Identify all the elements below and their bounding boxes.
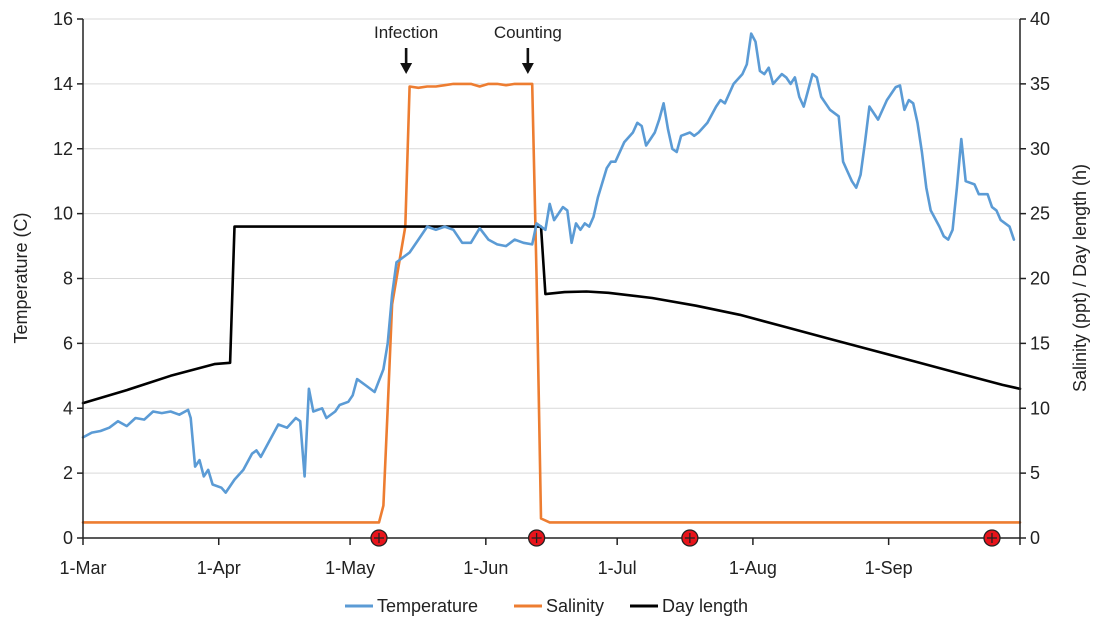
red-marker-1 — [370, 529, 388, 547]
y-left-tick-label-6: 6 — [63, 333, 73, 353]
legend-label-day-length: Day length — [662, 596, 748, 616]
y-right-tick-label-30: 30 — [1030, 139, 1050, 159]
x-tick-label-1-Jul: 1-Jul — [598, 558, 637, 578]
y-left-tick-label-10: 10 — [53, 204, 73, 224]
y-axis-title-left: Temperature (C) — [11, 212, 31, 343]
y-right-tick-label-35: 35 — [1030, 74, 1050, 94]
legend-label-temperature: Temperature — [377, 596, 478, 616]
red-marker-4 — [983, 529, 1001, 547]
y-left-tick-label-2: 2 — [63, 463, 73, 483]
y-right-tick-label-0: 0 — [1030, 528, 1040, 548]
ticks-layer: 0 2 4 6 8 10 12 14 16 0 5 10 15 20 25 30 35 40 1-Mar 1-Apr 1… — [53, 9, 1050, 578]
y-right-tick-label-15: 15 — [1030, 333, 1050, 353]
series-layer — [81, 32, 1022, 524]
y-left-tick-label-8: 8 — [63, 269, 73, 289]
legend: Temperature Salinity Day length — [345, 596, 748, 616]
x-tick-label-1-May: 1-May — [325, 558, 375, 578]
annotation-arrow-head-infection — [400, 63, 413, 74]
x-tick-label-1-Mar: 1-Mar — [59, 558, 106, 578]
y-right-tick-label-5: 5 — [1030, 463, 1040, 483]
x-tick-label-1-Apr: 1-Apr — [197, 558, 241, 578]
y-right-tick-label-20: 20 — [1030, 269, 1050, 289]
series-line-salinity — [81, 82, 1022, 524]
y-left-tick-label-16: 16 — [53, 9, 73, 29]
red-marker-2 — [527, 529, 546, 547]
y-left-tick-label-12: 12 — [53, 139, 73, 159]
y-right-tick-label-10: 10 — [1030, 398, 1050, 418]
annotation-label-infection: Infection — [374, 23, 438, 42]
x-tick-label-1-Sep: 1-Sep — [865, 558, 913, 578]
y-right-tick-label-25: 25 — [1030, 204, 1050, 224]
y-right-tick-label-40: 40 — [1030, 9, 1050, 29]
y-axis-title-right: Salinity (ppt) / Day length (h) — [1070, 164, 1090, 392]
markers-layer — [370, 529, 1001, 547]
grid-layer — [83, 18, 1020, 474]
red-marker-3 — [681, 529, 699, 547]
series-line-temperature — [81, 32, 1016, 494]
legend-label-salinity: Salinity — [546, 596, 604, 616]
y-left-tick-label-0: 0 — [63, 528, 73, 548]
annotation-arrow-head-counting — [521, 63, 534, 74]
y-left-tick-label-4: 4 — [63, 398, 73, 418]
x-tick-label-1-Aug: 1-Aug — [729, 558, 777, 578]
x-tick-label-1-Jun: 1-Jun — [463, 558, 508, 578]
annotation-label-counting: Counting — [494, 23, 562, 42]
annotations-layer: Infection Counting — [374, 23, 562, 74]
series-line-day-length — [81, 225, 1022, 405]
y-left-tick-label-14: 14 — [53, 74, 73, 94]
